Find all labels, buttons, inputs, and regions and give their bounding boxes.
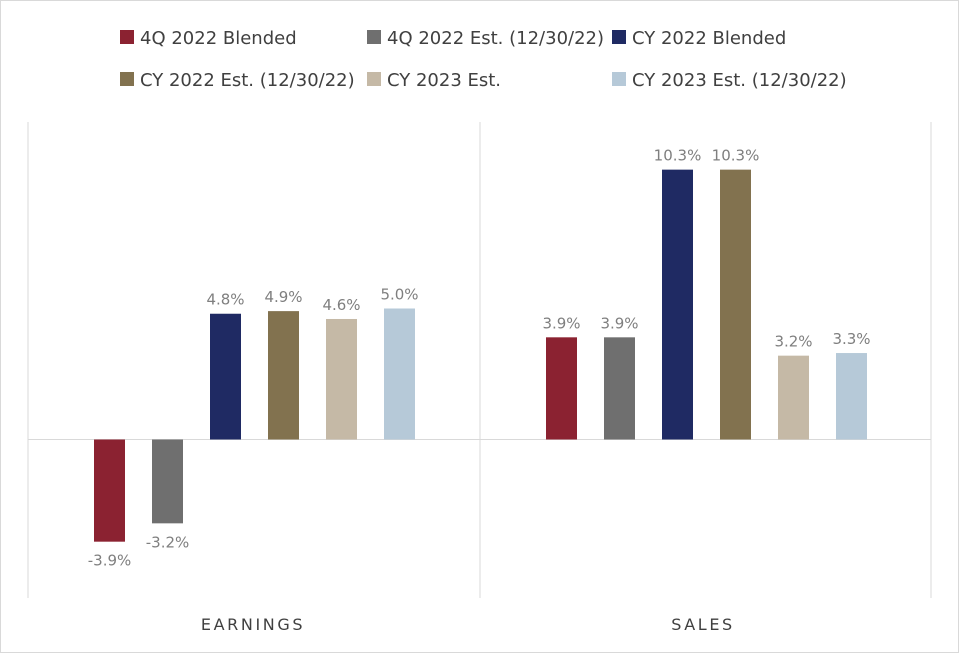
data-label: -3.2% — [146, 533, 190, 551]
legend-label: 4Q 2022 Blended — [140, 28, 297, 49]
data-label: 5.0% — [380, 286, 418, 304]
legend-swatch — [120, 72, 134, 86]
bar — [836, 353, 867, 440]
bar — [152, 439, 183, 524]
bar — [94, 439, 125, 542]
legend-label: CY 2023 Est. — [387, 70, 501, 91]
data-label: 4.9% — [264, 288, 302, 306]
bar — [720, 169, 751, 440]
data-label: 3.9% — [542, 314, 580, 332]
legend: 4Q 2022 Blended 4Q 2022 Est. (12/30/22) CY… — [120, 28, 847, 91]
legend-label: CY 2023 Est. (12/30/22) — [632, 70, 847, 91]
bar — [604, 337, 635, 440]
legend-item: 4Q 2022 Est. (12/30/22) — [367, 28, 604, 49]
category-label: EARNINGS — [201, 615, 305, 634]
bar — [778, 355, 809, 440]
bar — [546, 337, 577, 440]
legend-item: CY 2022 Blended — [612, 28, 786, 49]
legend-label: 4Q 2022 Est. (12/30/22) — [387, 28, 604, 49]
data-label: 4.6% — [322, 296, 360, 314]
legend-swatch — [612, 72, 626, 86]
bar — [210, 313, 241, 440]
data-label: -3.9% — [88, 552, 132, 570]
legend-item: 4Q 2022 Blended — [120, 28, 297, 49]
legend-label: CY 2022 Est. (12/30/22) — [140, 70, 355, 91]
bar — [268, 311, 299, 440]
bar — [384, 308, 415, 440]
plot-area: -3.9% -3.2% 4.8% 4.9% 4.6% 5.0% EARNINGS 3.9% 3.… — [27, 122, 932, 634]
data-label: 10.3% — [712, 147, 760, 165]
legend-swatch — [367, 30, 381, 44]
data-label: 4.8% — [206, 291, 244, 309]
data-label: 3.9% — [600, 314, 638, 332]
bar — [662, 169, 693, 440]
legend-swatch — [367, 72, 381, 86]
legend-label: CY 2022 Blended — [632, 28, 786, 49]
legend-swatch — [120, 30, 134, 44]
legend-item: CY 2023 Est. — [367, 70, 501, 91]
data-label: 3.3% — [832, 330, 870, 348]
data-label: 3.2% — [774, 333, 812, 351]
category-label: SALES — [671, 615, 735, 634]
legend-item: CY 2023 Est. (12/30/22) — [612, 70, 847, 91]
legend-swatch — [612, 30, 626, 44]
bar — [326, 318, 357, 440]
data-label: 10.3% — [654, 147, 702, 165]
legend-item: CY 2022 Est. (12/30/22) — [120, 70, 355, 91]
